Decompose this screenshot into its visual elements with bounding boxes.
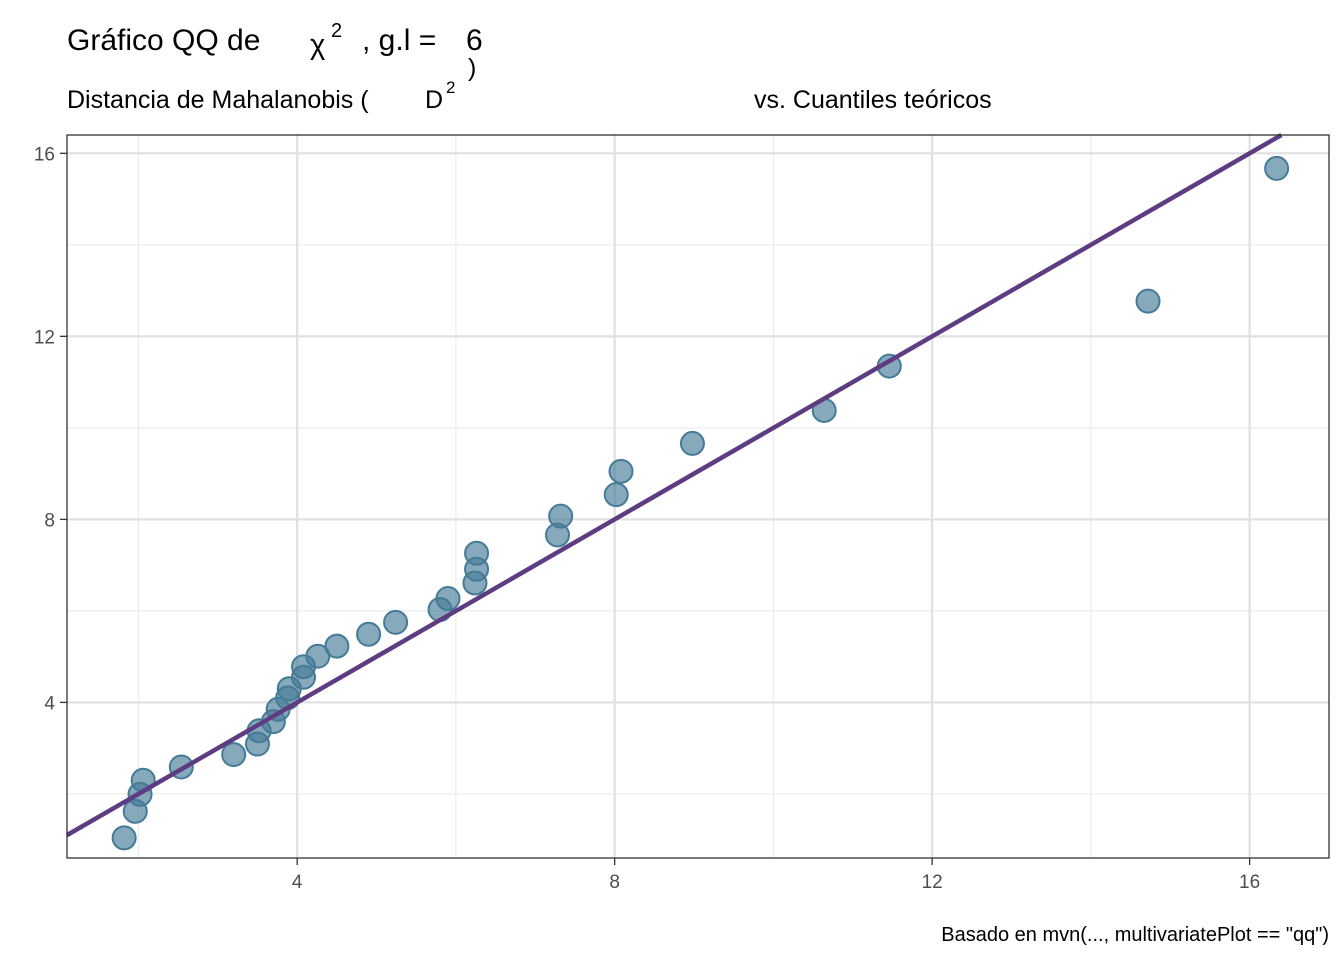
- grid-minor: [67, 135, 1329, 858]
- data-point: [464, 540, 490, 566]
- x-tick-label: 4: [292, 872, 303, 893]
- data-point: [608, 458, 634, 484]
- x-tick-label: 12: [922, 872, 943, 893]
- data-point: [356, 621, 382, 647]
- subtitle-right: vs. Cuantiles teóricos: [754, 86, 992, 114]
- y-tick-label: 16: [34, 144, 55, 165]
- data-point: [603, 482, 629, 508]
- plot-border: [66, 134, 1330, 859]
- subtitle-left: Distancia de Mahalanobis (: [67, 86, 369, 114]
- data-point: [548, 503, 574, 529]
- y-tick-label: 12: [34, 327, 55, 348]
- title-df-value: 6: [466, 24, 483, 57]
- plot-background: [67, 135, 1329, 858]
- data-point: [1264, 155, 1290, 181]
- plot-panel: [65, 133, 1330, 859]
- y-tick-label: 4: [44, 693, 55, 714]
- chart-title: Gráfico QQ de χ 2 , g.l = 6: [67, 20, 483, 61]
- title-chi-symbol: χ: [310, 29, 325, 61]
- data-point: [1135, 288, 1161, 314]
- data-point: [221, 742, 247, 768]
- x-axis: 4 8 12 16: [292, 858, 1260, 893]
- data-point: [305, 643, 331, 669]
- data-point: [679, 430, 705, 456]
- data-point: [111, 825, 137, 851]
- chart-subtitle: Distancia de Mahalanobis ( D 2 ) vs. Cua…: [67, 54, 992, 114]
- y-tick-label: 8: [44, 510, 55, 531]
- title-chi-superscript: 2: [331, 20, 342, 42]
- subtitle-d-superscript: 2: [446, 78, 455, 97]
- reference-line: [65, 133, 1283, 838]
- subtitle-close-paren: ): [468, 54, 476, 82]
- data-point: [435, 586, 461, 612]
- data-point: [324, 633, 350, 659]
- reference-line-layer: [65, 133, 1283, 838]
- x-tick-label: 16: [1239, 872, 1260, 893]
- subtitle-d-symbol: D: [425, 86, 443, 114]
- chart-caption: Basado en mvn(..., multivariatePlot == "…: [941, 924, 1329, 946]
- data-point: [383, 609, 409, 635]
- title-prefix: Gráfico QQ de: [67, 24, 260, 57]
- x-tick-label: 8: [609, 872, 620, 893]
- y-axis: 4 8 12 16: [34, 144, 67, 714]
- title-df-label: , g.l =: [362, 24, 436, 57]
